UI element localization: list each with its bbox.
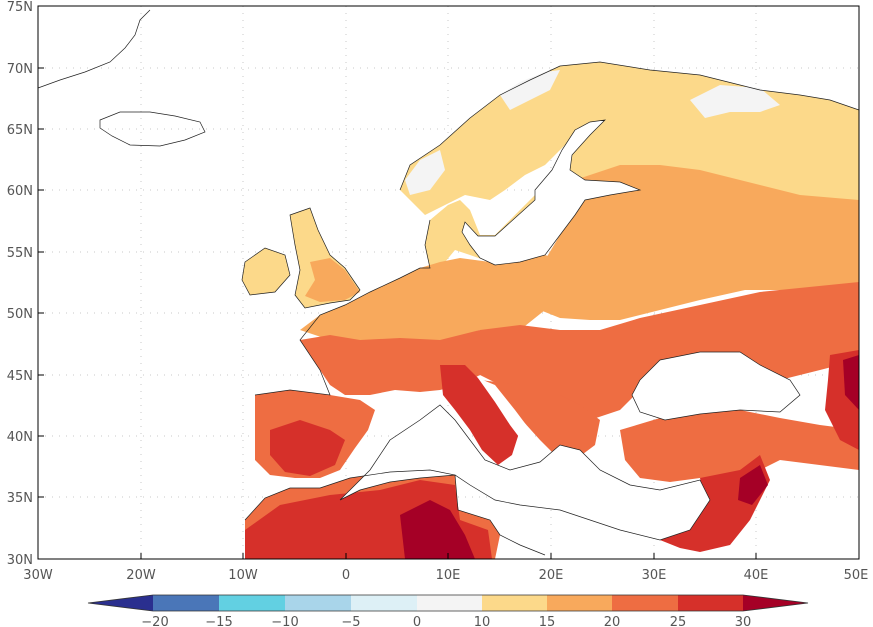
baltic-sea <box>462 120 640 265</box>
colorbar-swatch <box>285 595 351 611</box>
atlantic-coast <box>254 219 431 396</box>
lat-label: 40N <box>7 430 33 445</box>
latitude-labels: 75N 70N 65N 60N 55N 50N 45N 40N 35N 30N <box>7 0 33 568</box>
lon-label: 50E <box>844 568 869 583</box>
region-balkans <box>480 380 600 460</box>
scandinavia-coast <box>399 61 860 191</box>
colorbar-high-arrow <box>743 595 808 611</box>
lat-label: 45N <box>7 369 33 384</box>
axis-ticks <box>38 5 757 559</box>
colorbar-tick: −15 <box>205 615 232 627</box>
baltic-coast <box>461 119 642 266</box>
colorbar-tick: 10 <box>474 615 491 627</box>
region-east-extreme <box>843 355 859 410</box>
colorbar-swatch <box>612 595 678 611</box>
region-kola-light <box>690 85 780 118</box>
mediterranean-sea <box>340 405 710 540</box>
region-levant-extreme <box>738 465 768 505</box>
region-south-europe <box>300 282 859 420</box>
lat-label: 65N <box>7 123 33 138</box>
africa-coast <box>244 469 546 556</box>
greenland-coast <box>37 9 151 89</box>
region-italy <box>440 365 520 465</box>
colorbar-swatch <box>417 595 482 611</box>
coastlines <box>37 9 860 556</box>
colorbar-tick: 15 <box>539 615 556 627</box>
colorbar-low-arrow <box>88 595 153 611</box>
lon-label: 10W <box>228 568 258 583</box>
seas <box>340 120 800 540</box>
region-ireland <box>242 248 290 295</box>
lon-label: 10E <box>436 568 461 583</box>
region-central-europe <box>300 255 560 348</box>
colorbar-swatch <box>351 595 417 611</box>
colorbar-swatch <box>482 595 547 611</box>
lon-label: 20E <box>539 568 564 583</box>
lat-label: 30N <box>7 553 33 568</box>
ireland-coast <box>241 247 291 296</box>
colorbar-tick: −20 <box>141 615 168 627</box>
colorbar: −20 −15 −10 −5 0 10 15 20 25 30 <box>87 594 809 627</box>
colorbar-tick: 25 <box>670 615 687 627</box>
mediterranean-coast <box>339 404 711 541</box>
lat-label: 50N <box>7 307 33 322</box>
region-england-orange <box>305 258 360 302</box>
iceland-coast <box>99 111 206 147</box>
lon-label: 40E <box>744 568 769 583</box>
colorbar-swatch <box>219 595 285 611</box>
colorbar-tick: 30 <box>735 615 752 627</box>
region-norway-light <box>405 150 445 195</box>
lat-label: 55N <box>7 246 33 261</box>
adriatic-sea <box>478 378 540 450</box>
black-sea <box>632 352 800 420</box>
colorbar-tick: −10 <box>271 615 298 627</box>
lat-label: 60N <box>7 184 33 199</box>
black-sea-coast <box>631 351 801 421</box>
longitude-labels: 30W 20W 10W 0 10E 20E 30E 40E 50E <box>23 568 868 583</box>
region-iberia-hot <box>270 420 345 476</box>
colorbar-tick: 0 <box>413 615 421 627</box>
lon-label: 0 <box>342 568 350 583</box>
region-sahara-extreme <box>400 500 475 559</box>
colorbar-swatch <box>678 595 743 611</box>
lat-label: 70N <box>7 62 33 77</box>
region-russia-orange <box>520 165 859 320</box>
region-anatolia <box>620 410 859 482</box>
lon-label: 30W <box>23 568 53 583</box>
region-arctic-light <box>500 70 560 110</box>
britain-coast <box>289 207 361 309</box>
colorbar-swatch <box>153 595 219 611</box>
colorbar-tick: −5 <box>341 615 360 627</box>
lat-label: 35N <box>7 491 33 506</box>
colorbar-tick: 20 <box>604 615 621 627</box>
lat-label: 75N <box>7 0 33 15</box>
lon-label: 20W <box>126 568 156 583</box>
lon-label: 30E <box>642 568 667 583</box>
colorbar-swatch <box>547 595 612 611</box>
